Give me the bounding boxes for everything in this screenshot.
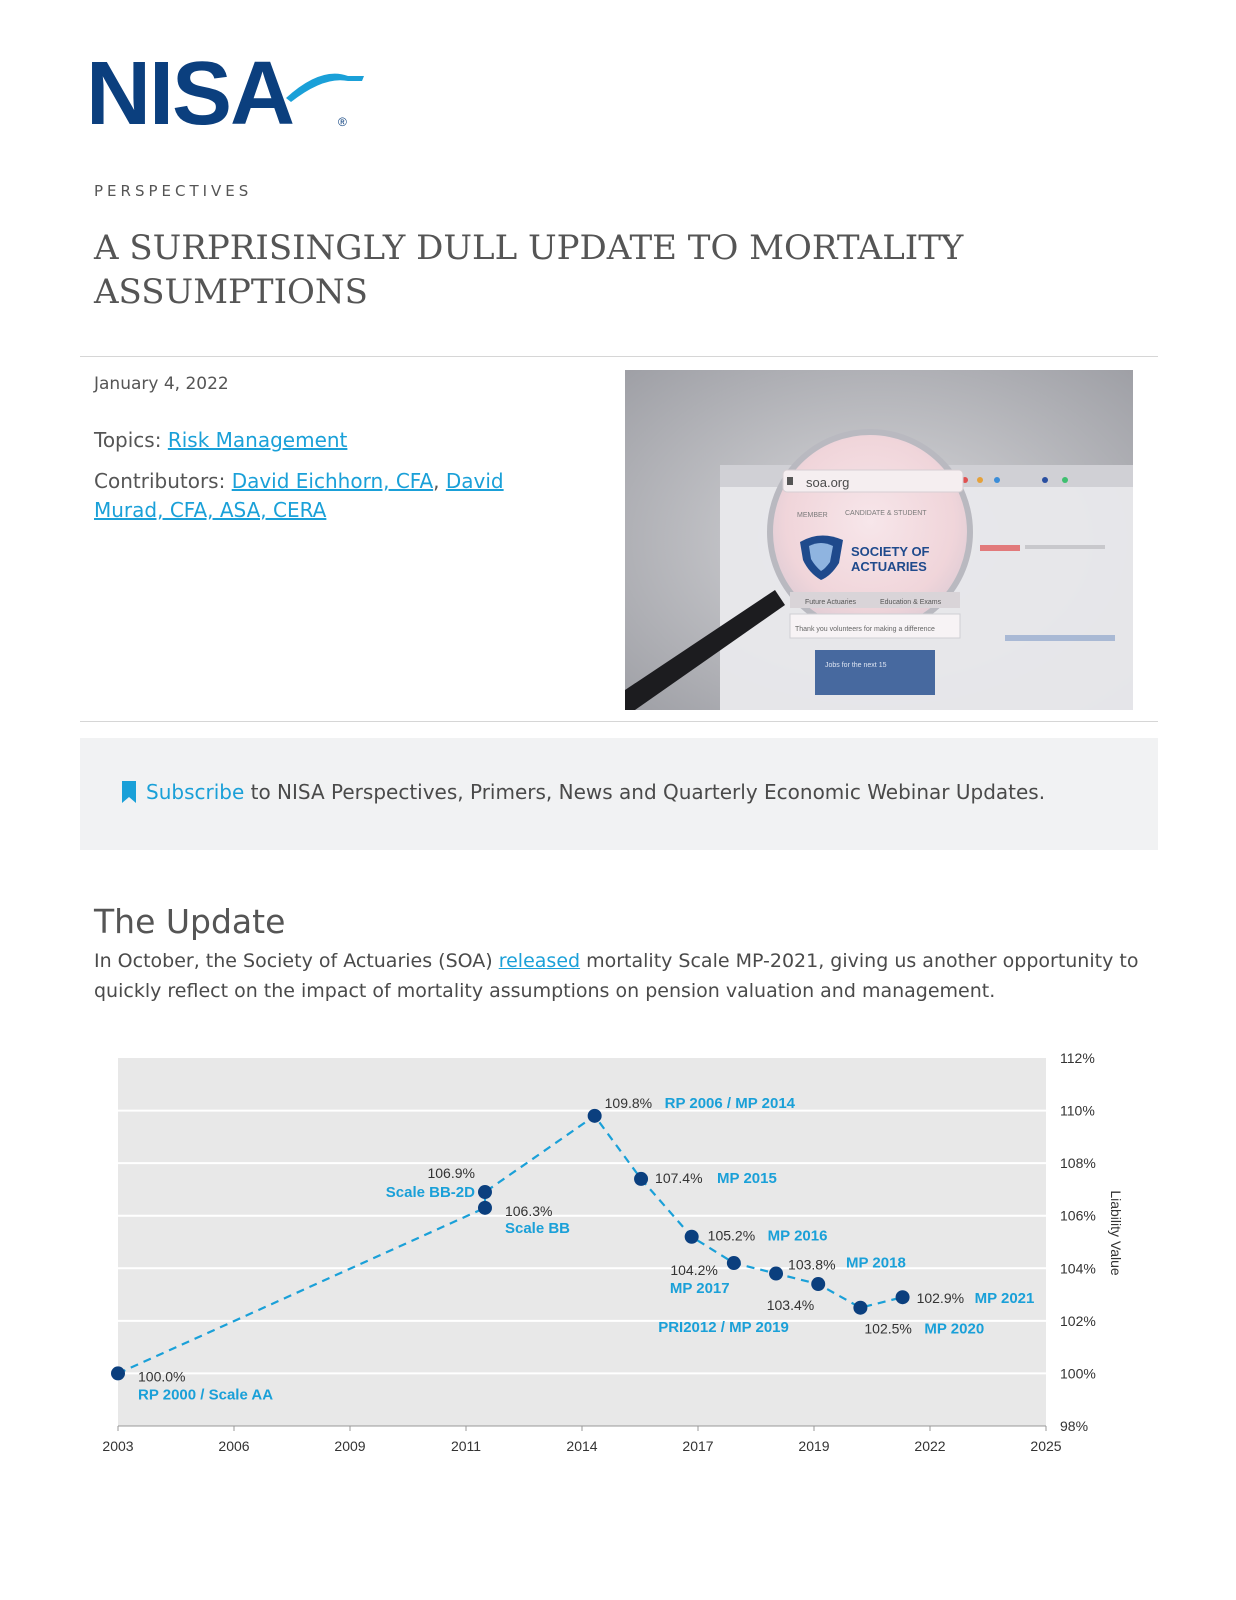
data-point — [587, 1108, 602, 1123]
data-point — [111, 1366, 125, 1381]
x-tick-label: 2011 — [451, 1438, 481, 1454]
divider — [80, 356, 1158, 357]
y-tick-label: 112% — [1060, 1050, 1095, 1066]
y-axis-ticks: 98% 100% 102% 104% 106% 108% 110% 112% — [1060, 1050, 1096, 1434]
hero-tab-candidate: CANDIDATE & STUDENT — [845, 510, 927, 517]
contributor-separator: , — [433, 469, 440, 493]
nisa-logo[interactable]: NISA ® — [86, 46, 376, 136]
hero-org-line-2: ACTUARIES — [851, 559, 927, 574]
data-series-label: MP 2017 — [670, 1280, 730, 1297]
data-point — [853, 1300, 868, 1315]
contributors-label: Contributors: — [94, 469, 226, 493]
data-series-label: MP 2020 — [924, 1321, 984, 1338]
topic-link-risk-management[interactable]: Risk Management — [167, 428, 348, 452]
x-tick-label: 2014 — [566, 1438, 597, 1454]
data-series-label: MP 2016 — [768, 1228, 828, 1245]
divider — [80, 721, 1158, 722]
data-value-label: 103.4% — [767, 1297, 814, 1313]
data-series-label: RP 2006 / MP 2014 — [665, 1095, 796, 1112]
y-tick-label: 104% — [1060, 1260, 1096, 1276]
data-point — [811, 1277, 826, 1292]
subscribe-link[interactable]: Subscribe — [146, 780, 245, 804]
data-point — [684, 1229, 699, 1244]
subscribe-line: Subscribe to NISA Perspectives, Primers,… — [120, 780, 1045, 804]
hero-button-text: Jobs for the next 15 — [825, 662, 887, 669]
data-value-label: 105.2% — [708, 1228, 755, 1244]
data-series-label: MP 2018 — [846, 1255, 906, 1272]
contributor-link-murad[interactable]: David Murad, CFA, ASA, CERA — [94, 469, 504, 522]
data-point — [634, 1171, 649, 1186]
data-value-label: 106.9% — [427, 1165, 474, 1181]
logo-registered-mark: ® — [338, 115, 347, 129]
section-paragraph: In October, the Society of Actuaries (SO… — [94, 946, 1144, 1006]
hero-banner-text: Thank you volunteers for making a differ… — [795, 626, 935, 633]
section-heading: The Update — [94, 902, 286, 941]
contributors-line: Contributors: David Eichhorn, CFA, David… — [94, 467, 574, 525]
plot-area — [118, 1058, 1046, 1426]
data-series-label: Scale BB — [505, 1220, 570, 1237]
x-tick-label: 2022 — [914, 1438, 945, 1454]
x-tick-label: 2025 — [1030, 1438, 1061, 1454]
data-series-label: MP 2021 — [975, 1290, 1035, 1307]
y-tick-label: 102% — [1060, 1313, 1096, 1329]
paragraph-text-before: In October, the Society of Actuaries (SO… — [94, 950, 499, 972]
logo-swoosh — [286, 73, 364, 102]
hero-nav-education: Education & Exams — [880, 599, 942, 606]
data-value-label: 100.0% — [138, 1368, 185, 1384]
x-tick-label: 2003 — [102, 1438, 133, 1454]
y-tick-label: 108% — [1060, 1155, 1096, 1171]
y-tick-label: 100% — [1060, 1365, 1096, 1381]
subscribe-description: to NISA Perspectives, Primers, News and … — [244, 780, 1046, 804]
y-tick-label: 106% — [1060, 1208, 1096, 1224]
publish-date: January 4, 2022 — [94, 374, 229, 394]
gridlines — [118, 1109, 1046, 1375]
data-point — [477, 1200, 492, 1215]
data-point — [726, 1256, 741, 1271]
data-series-label: Scale BB-2D — [386, 1184, 475, 1201]
data-point — [477, 1185, 492, 1200]
data-points — [111, 1108, 910, 1381]
data-value-label: 106.3% — [505, 1203, 552, 1219]
x-axis-ticks: 2003 2006 2009 2011 2014 2017 2019 2022 2025 — [102, 1426, 1062, 1454]
hero-org-line-1: SOCIETY OF — [851, 544, 930, 559]
data-series-label: PRI2012 / MP 2019 — [658, 1319, 789, 1336]
logo-wordmark: NISA — [86, 46, 293, 136]
hero-illustration: soa.org MEMBER CANDIDATE & STUDENT SOCIE… — [625, 370, 1133, 710]
hero-tab-member: MEMBER — [797, 512, 828, 519]
topics-label: Topics: — [94, 428, 162, 452]
data-point — [769, 1266, 784, 1281]
y-tick-label: 98% — [1060, 1418, 1088, 1434]
data-value-label: 102.5% — [864, 1321, 911, 1337]
section-kicker[interactable]: PERSPECTIVES — [94, 182, 253, 200]
y-axis-label: Liability Value — [1108, 1190, 1124, 1276]
hero-image: soa.org MEMBER CANDIDATE & STUDENT SOCIE… — [625, 370, 1133, 710]
x-tick-label: 2017 — [682, 1438, 713, 1454]
data-value-label: 103.8% — [788, 1257, 835, 1273]
data-labels: 100.0% RP 2000 / Scale AA 106.3%Scale BB 10… — [138, 1095, 1034, 1404]
mortality-liability-chart: 2003 2006 2009 2011 2014 2017 2019 2022 2025 98%… — [102, 1050, 1124, 1454]
data-series-label: MP 2015 — [717, 1170, 777, 1187]
hero-nav-future: Future Actuaries — [805, 599, 856, 606]
x-tick-label: 2019 — [798, 1438, 829, 1454]
subscribe-callout — [80, 738, 1158, 850]
contributor-link-eichhorn[interactable]: David Eichhorn, CFA — [231, 469, 434, 493]
bookmark-icon — [122, 781, 136, 803]
hero-url-text: soa.org — [806, 475, 849, 490]
x-tick-label: 2006 — [218, 1438, 249, 1454]
topics-line: Topics: Risk Management — [94, 428, 347, 452]
data-series-label: RP 2000 / Scale AA — [138, 1386, 273, 1403]
data-value-label: 102.9% — [917, 1290, 964, 1306]
x-tick-label: 2009 — [334, 1438, 365, 1454]
data-point — [895, 1290, 910, 1305]
data-value-label: 109.8% — [605, 1095, 652, 1111]
released-link[interactable]: released — [498, 950, 581, 972]
data-value-label: 107.4% — [655, 1170, 702, 1186]
data-value-label: 104.2% — [670, 1262, 717, 1278]
y-tick-label: 110% — [1060, 1103, 1095, 1119]
paragraph-text-after: mortality Scale MP-2021, giving us anoth… — [94, 950, 1139, 1002]
article-title: A SURPRISINGLY DULL UPDATE TO MORTALITY … — [94, 228, 964, 312]
